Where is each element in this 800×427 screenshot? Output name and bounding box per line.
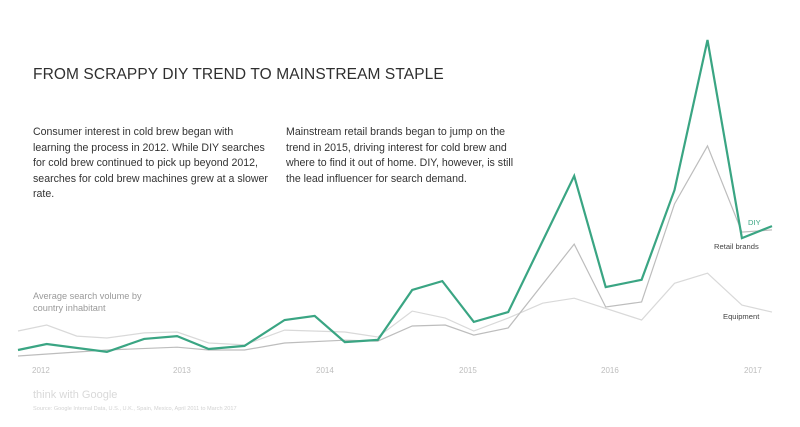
x-tick-label: 2017 [744,366,762,375]
series-labels: Equipment Retail brands DIY [714,218,761,321]
series-line-equipment [17,272,773,346]
x-tick-label: 2016 [601,366,619,375]
series-layer [17,39,773,357]
annotation-2015: Mainstream retail brands began to jump o… [286,126,514,185]
x-tick-label: 2015 [459,366,477,375]
x-axis-ticks: 2012 2013 2014 2015 2016 2017 [32,366,762,375]
x-tick-label: 2013 [173,366,191,375]
series-label-diy: DIY [748,218,761,227]
think-with-google-logo: think with Google [33,389,118,401]
series-label-retail-brands: Retail brands [714,242,759,251]
x-tick-label: 2012 [32,366,50,375]
series-line-diy [17,39,773,354]
x-tick-label: 2014 [316,366,334,375]
source-note: Source: Google Internal Data, U.S., U.K.… [33,406,237,412]
annotation-2012: Consumer interest in cold brew began wit… [33,126,268,201]
y-axis-label: Average search volume by country inhabit… [33,291,142,313]
chart-title: FROM SCRAPPY DIY TREND TO MAINSTREAM STA… [33,66,444,83]
series-label-equipment: Equipment [723,312,760,321]
